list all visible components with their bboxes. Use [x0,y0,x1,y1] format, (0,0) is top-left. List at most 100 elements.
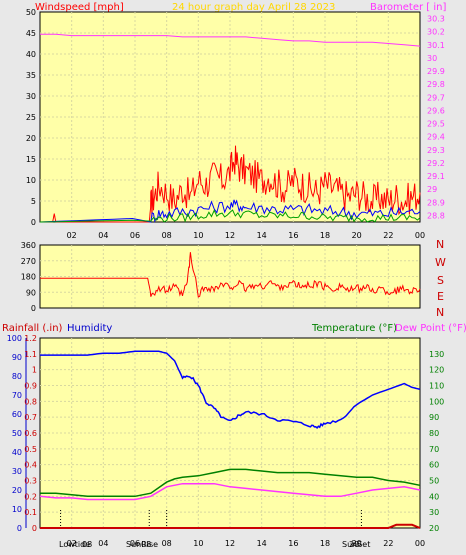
wind-x-tick-4: 10 [193,231,203,240]
graph-title: 24 hour graph day April 28 2023 [172,2,335,13]
wind-x-tick-7: 16 [288,231,298,240]
wind-x-tick-2: 06 [130,231,140,240]
temp-x-tick-5: 12 [225,539,235,548]
humidity-line [40,350,421,429]
temp-x-tick-11: 00 [415,539,425,548]
wind-speed-line [39,199,421,223]
wind-direction-line [40,252,421,298]
baro-y-tick-14: 30.2 [427,28,445,37]
wind-x-tick-0: 02 [67,231,77,240]
rainfall-axis-label: Rainfall (.in) [2,323,63,334]
compass-w: W [435,256,446,269]
temp-x-tick-10: 22 [383,539,393,548]
rain-y-tick-7: 0.7 [24,413,37,422]
temp-y-tick-5: 70 [429,445,439,454]
rain-y-tick-2: 0.2 [24,492,37,501]
temperature-axis-label: Temperature (°F) [311,323,397,334]
compass-n-bottom: N [436,306,444,319]
rain-y-tick-3: 0.3 [24,477,37,486]
wind-y-tick-4: 20 [26,134,36,143]
baro-y-tick-12: 30 [427,54,437,63]
rainfall-line [40,523,421,529]
baro-y-tick-4: 29.2 [427,159,445,168]
temp-x-tick-1: 04 [98,539,108,548]
temp-y-tick-2: 40 [429,492,439,501]
wind-y-tick-5: 25 [26,113,36,122]
temp-x-tick-8: 18 [320,539,330,548]
temp-y-tick-6: 80 [429,429,439,438]
humidity-y-tick-2: 20 [12,486,22,495]
dewpoint-line [39,482,421,501]
temp-x-tick-6: 14 [257,539,267,548]
dewpoint-axis-label: Dew Point (°F) [395,323,466,334]
baro-y-tick-11: 29.9 [427,67,445,76]
wind-gust-line [40,145,421,223]
wind-y-tick-3: 15 [26,155,36,164]
wind-y-tick-0: 0 [31,218,36,227]
baro-y-tick-3: 29.1 [427,172,445,181]
temp-x-tick-0: 02 [67,539,77,548]
wind-y-tick-9: 45 [26,29,36,38]
barometer-axis-label: Barometer [ in] [370,2,446,13]
wind-x-tick-8: 18 [320,231,330,240]
compass-n-top: N [436,238,444,251]
rain-y-tick-1: 0.1 [24,508,37,517]
baro-y-tick-5: 29.3 [427,146,445,155]
baro-y-tick-13: 30.1 [427,41,445,50]
barometer-line [40,33,421,47]
temp-x-tick-7: 16 [288,539,298,548]
temp-y-tick-3: 50 [429,477,439,486]
compass-s: S [437,274,444,287]
rain-y-tick-8: 0.8 [24,397,37,406]
baro-y-tick-7: 29.5 [427,120,445,129]
wind-x-tick-1: 04 [98,231,108,240]
humidity-y-tick-9: 90 [12,353,22,362]
wind-x-tick-11: 00 [415,231,425,240]
baro-y-tick-6: 29.4 [427,133,445,142]
temp-x-tick-9: 20 [352,539,362,548]
rain-y-tick-5: 0.5 [24,445,37,454]
temp-x-tick-4: 10 [193,539,203,548]
wind-y-tick-6: 30 [26,92,36,101]
sunset-marker-hour: 20 [349,540,359,549]
sunset-marker-label: SunSet [342,540,370,549]
humidity-y-tick-6: 60 [12,410,22,419]
temp-y-tick-11: 130 [429,350,444,359]
dir-y-tick-1: 90 [26,288,36,297]
temp-humidity-rain-panel: 010203040506070809010000.10.20.30.40.50.… [7,334,445,548]
baro-y-tick-15: 30.3 [427,15,445,24]
rain-y-tick-4: 0.4 [24,461,37,470]
lowtide-marker-label: Lowtide [59,540,90,549]
temp-y-tick-9: 110 [429,382,444,391]
humidity-y-tick-4: 40 [12,448,22,457]
temp-x-tick-2: 06 [130,539,140,548]
rain-y-tick-12: 1.2 [24,334,37,343]
wind-barometer-panel: 0 5 10 15 20 25 30 35 40 45 50 28.8 28.9 29 29.1 29.2 29… [26,8,445,240]
rain-y-tick-9: 0.9 [24,382,37,391]
temp-y-tick-8: 100 [429,397,444,406]
rain-y-tick-10: 1 [32,366,37,375]
temp-y-tick-4: 60 [429,461,439,470]
humidity-axis-label: Humidity [67,323,112,334]
baro-y-tick-10: 29.8 [427,80,445,89]
dir-y-tick-4: 360 [21,241,36,250]
wind-y-tick-7: 35 [26,71,36,80]
baro-y-tick-9: 29.7 [427,93,445,102]
wind-x-tick-5: 12 [225,231,235,240]
wind-x-tick-3: 08 [162,231,172,240]
temp-y-tick-10: 120 [429,366,444,375]
dir-y-tick-3: 270 [21,257,36,266]
baro-y-tick-1: 28.9 [427,198,445,207]
humidity-y-tick-0: 0 [17,524,22,533]
wind-y-tick-1: 5 [31,197,36,206]
sunrise-marker-label: SunRise [126,540,158,549]
temp-y-tick-7: 90 [429,413,439,422]
rain-y-tick-6: 0.6 [24,429,37,438]
sunrise-marker-hour: 08 [141,540,151,549]
temp-x-tick-3: 08 [162,539,172,548]
baro-y-tick-2: 29 [427,185,437,194]
baro-y-tick-8: 29.6 [427,106,445,115]
dir-y-tick-2: 180 [21,273,36,282]
dir-y-tick-0: 0 [31,304,36,313]
